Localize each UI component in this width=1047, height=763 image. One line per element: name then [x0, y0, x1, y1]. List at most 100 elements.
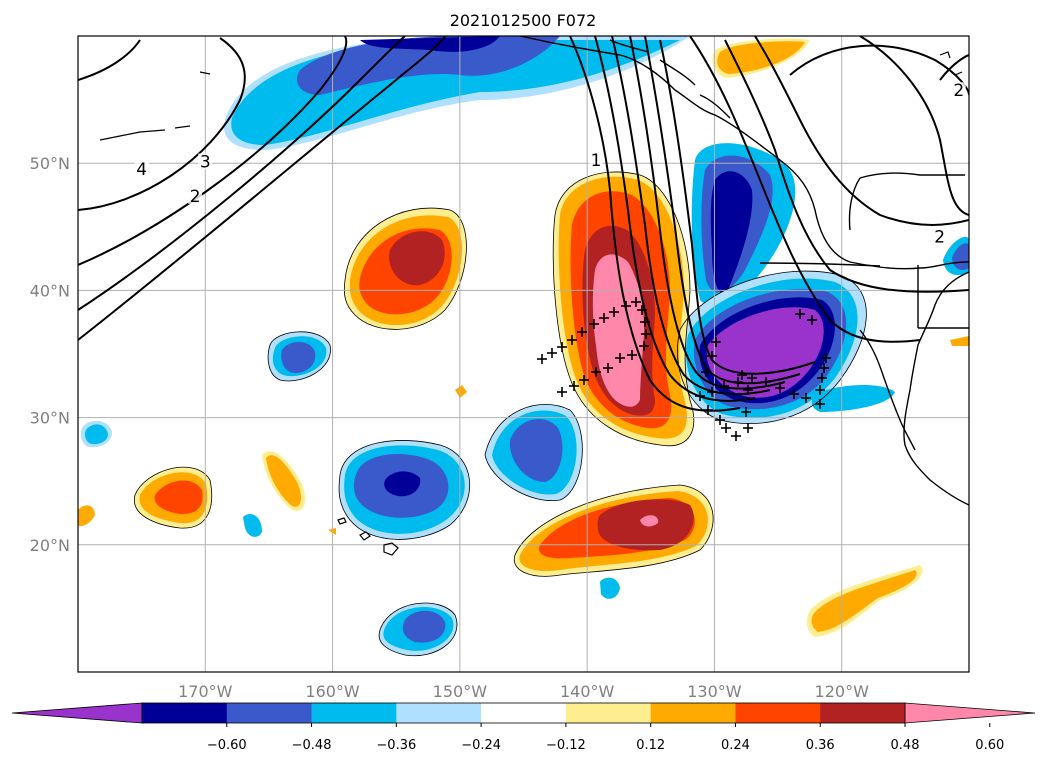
significance-cross	[641, 329, 651, 339]
significance-cross	[821, 353, 831, 363]
map-title: 2021012500 F072	[450, 11, 597, 30]
significance-cross	[815, 385, 825, 395]
colorbar-tick-label: −0.60	[207, 738, 247, 753]
significance-cross	[741, 407, 751, 417]
significance-cross	[819, 363, 829, 373]
colorbar-tick-label: −0.24	[461, 738, 501, 753]
significance-cross	[579, 375, 589, 385]
colorbar-tick-label: 0.36	[806, 738, 835, 753]
colorbar-tick-label: −0.12	[546, 738, 586, 753]
lat-tick-label: 40°N	[30, 281, 70, 300]
contour-label: 1	[591, 151, 602, 171]
significance-cross	[621, 301, 631, 311]
colorbar-extend-high	[904, 702, 1036, 724]
significance-cross	[615, 353, 625, 363]
significance-cross	[603, 363, 613, 373]
colorbar-tick-label: −0.48	[292, 738, 332, 753]
significance-cross	[599, 313, 609, 323]
lat-tick-label: 50°N	[30, 154, 70, 173]
significance-cross	[577, 327, 587, 337]
significance-cross	[795, 309, 805, 319]
significance-cross	[789, 389, 799, 399]
significance-cross	[639, 341, 649, 351]
colorbar-segment	[650, 703, 736, 723]
colorbar-segment	[226, 703, 313, 723]
significance-cross	[707, 351, 717, 361]
colorbar-frame	[141, 702, 906, 724]
colorbar-tick-label: 0.12	[636, 738, 665, 753]
significance-cross	[747, 373, 757, 383]
significance-cross	[631, 297, 641, 307]
significance-cross	[627, 350, 637, 360]
colorbar-extend-low	[11, 702, 143, 724]
significance-cross	[637, 305, 647, 315]
colorbar-tick-label: 0.48	[891, 738, 920, 753]
significance-cross	[707, 387, 717, 397]
significance-cross	[761, 377, 771, 387]
colorbar-segment	[142, 703, 228, 723]
islands	[99, 51, 963, 556]
contour-label: 4	[136, 160, 147, 180]
significance-cross	[775, 383, 785, 393]
significance-cross	[815, 399, 825, 409]
significance-cross	[703, 405, 713, 415]
map-frame	[77, 35, 970, 673]
significance-cross	[733, 377, 743, 387]
longitude-labels: 170°W 160°W 150°W 140°W 130°W 120°W	[178, 682, 869, 701]
colorbar-tick-label: 0.60	[975, 738, 1004, 753]
significance-cross	[591, 367, 601, 377]
colorbar-segment	[735, 703, 821, 723]
significance-cross	[721, 423, 731, 433]
lon-tick-label: 140°W	[560, 682, 615, 701]
lon-tick-label: 120°W	[815, 682, 870, 701]
significance-cross	[701, 367, 711, 377]
significance-cross	[737, 370, 747, 380]
colorbar-segment	[565, 703, 652, 723]
significance-cross	[817, 373, 827, 383]
lon-tick-label: 160°W	[305, 682, 360, 701]
significance-cross	[569, 381, 579, 391]
lat-tick-label: 20°N	[30, 536, 70, 555]
contour-label: 3	[200, 152, 211, 172]
significance-cross	[695, 391, 705, 401]
significance-markers	[537, 297, 831, 441]
significance-cross	[609, 307, 619, 317]
significance-cross	[719, 381, 729, 391]
colorbar-tick-label: 0.24	[721, 738, 750, 753]
anomaly-shading	[78, 36, 969, 656]
significance-cross	[537, 354, 547, 364]
lat-tick-label: 30°N	[30, 409, 70, 428]
lon-tick-label: 170°W	[178, 682, 233, 701]
significance-cross	[557, 342, 567, 352]
contour-label-bg	[198, 153, 213, 170]
significance-cross	[731, 431, 741, 441]
significance-cross	[743, 385, 753, 395]
colorbar-segment	[481, 703, 567, 723]
lon-tick-label: 150°W	[433, 682, 488, 701]
colorbar: −0.60 −0.48 −0.36 −0.24 −0.12 0.12 0.24 0.36 0.4…	[11, 702, 1036, 753]
colorbar-segment	[820, 703, 906, 723]
significance-cross	[567, 335, 577, 345]
contour-labels: 4 3 2 1 2 2	[134, 81, 966, 248]
significance-cross	[547, 348, 557, 358]
significance-cross	[807, 315, 817, 325]
significance-cross	[715, 415, 725, 425]
significance-cross	[711, 337, 721, 347]
contour-label-bg	[589, 152, 604, 169]
contour-lines	[78, 36, 969, 412]
colorbar-tick-label: −0.36	[376, 738, 416, 753]
lon-tick-label: 130°W	[687, 682, 742, 701]
contour-label-bg	[951, 82, 966, 99]
significance-cross	[589, 319, 599, 329]
coastlines	[519, 36, 969, 506]
contour-label-bg	[134, 161, 149, 178]
contour-label-bg	[188, 187, 203, 204]
contour-label-bg	[932, 228, 947, 245]
latitude-labels: 50°N 40°N 30°N 20°N	[30, 154, 70, 555]
contour-label: 2	[953, 81, 964, 101]
significance-cross	[743, 423, 753, 433]
graticule	[78, 36, 969, 672]
significance-cross	[640, 317, 650, 327]
significance-cross	[557, 387, 567, 397]
